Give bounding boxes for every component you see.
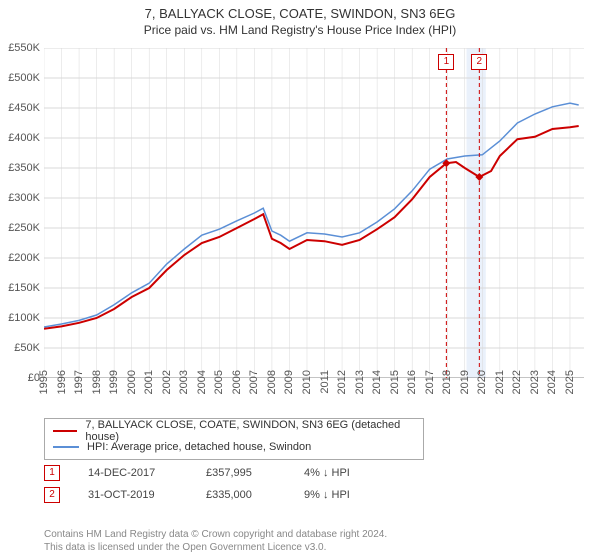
- x-tick-label: 2006: [231, 370, 243, 394]
- legend: 7, BALLYACK CLOSE, COATE, SWINDON, SN3 6…: [44, 418, 424, 460]
- sale-pct: 4% ↓ HPI: [304, 467, 394, 479]
- sale-badge: 2: [44, 487, 60, 503]
- y-tick-label: £550K: [0, 42, 40, 54]
- chart-titles: 7, BALLYACK CLOSE, COATE, SWINDON, SN3 6…: [0, 0, 600, 37]
- x-tick-label: 1998: [91, 370, 103, 394]
- y-tick-label: £200K: [0, 252, 40, 264]
- chart-svg: [44, 48, 584, 378]
- x-tick-label: 2020: [476, 370, 488, 394]
- x-tick-label: 1997: [73, 370, 85, 394]
- chart-marker-badge: 1: [438, 54, 454, 70]
- x-tick-label: 2011: [319, 370, 331, 394]
- sale-date: 14-DEC-2017: [88, 467, 178, 479]
- sale-date: 31-OCT-2019: [88, 489, 178, 501]
- x-tick-label: 2008: [266, 370, 278, 394]
- x-tick-label: 2023: [529, 370, 541, 394]
- x-tick-label: 1996: [56, 370, 68, 394]
- x-tick-label: 1995: [38, 370, 50, 394]
- sale-price: £357,995: [206, 467, 276, 479]
- y-tick-label: £450K: [0, 102, 40, 114]
- y-tick-label: £300K: [0, 192, 40, 204]
- x-tick-label: 2014: [371, 370, 383, 394]
- x-tick-label: 2000: [126, 370, 138, 394]
- sale-pct: 9% ↓ HPI: [304, 489, 394, 501]
- x-tick-label: 2022: [511, 370, 523, 394]
- y-tick-label: £50K: [0, 342, 40, 354]
- x-tick-label: 2018: [441, 370, 453, 394]
- x-tick-label: 2002: [161, 370, 173, 394]
- x-tick-label: 2016: [406, 370, 418, 394]
- x-tick-label: 2024: [546, 370, 558, 394]
- legend-row: 7, BALLYACK CLOSE, COATE, SWINDON, SN3 6…: [53, 423, 415, 439]
- x-tick-label: 2010: [301, 370, 313, 394]
- title-line1: 7, BALLYACK CLOSE, COATE, SWINDON, SN3 6…: [0, 6, 600, 21]
- sale-row: 1 14-DEC-2017 £357,995 4% ↓ HPI: [44, 462, 394, 484]
- y-tick-label: £350K: [0, 162, 40, 174]
- sale-price: £335,000: [206, 489, 276, 501]
- footer-line: Contains HM Land Registry data © Crown c…: [44, 528, 387, 541]
- sales-table: 1 14-DEC-2017 £357,995 4% ↓ HPI 2 31-OCT…: [44, 462, 394, 506]
- y-tick-label: £150K: [0, 282, 40, 294]
- x-tick-label: 2003: [178, 370, 190, 394]
- x-tick-label: 2013: [354, 370, 366, 394]
- legend-label: 7, BALLYACK CLOSE, COATE, SWINDON, SN3 6…: [85, 419, 415, 443]
- y-tick-label: £250K: [0, 222, 40, 234]
- y-tick-label: £100K: [0, 312, 40, 324]
- footer-line: This data is licensed under the Open Gov…: [44, 541, 387, 554]
- x-tick-label: 2021: [494, 370, 506, 394]
- legend-label: HPI: Average price, detached house, Swin…: [87, 441, 311, 453]
- x-tick-label: 2015: [389, 370, 401, 394]
- y-tick-label: £500K: [0, 72, 40, 84]
- x-tick-label: 2004: [196, 370, 208, 394]
- x-tick-label: 2007: [248, 370, 260, 394]
- y-tick-label: £400K: [0, 132, 40, 144]
- x-tick-label: 2012: [336, 370, 348, 394]
- legend-swatch: [53, 446, 79, 448]
- sale-row: 2 31-OCT-2019 £335,000 9% ↓ HPI: [44, 484, 394, 506]
- x-tick-label: 2017: [424, 370, 436, 394]
- chart-area: £0£50K£100K£150K£200K£250K£300K£350K£400…: [44, 48, 584, 378]
- sale-badge: 1: [44, 465, 60, 481]
- x-tick-label: 2009: [283, 370, 295, 394]
- title-line2: Price paid vs. HM Land Registry's House …: [0, 23, 600, 37]
- x-tick-label: 2025: [564, 370, 576, 394]
- x-tick-label: 2005: [213, 370, 225, 394]
- x-tick-label: 2001: [143, 370, 155, 394]
- y-tick-label: £0: [0, 372, 40, 384]
- chart-marker-badge: 2: [471, 54, 487, 70]
- x-tick-label: 2019: [459, 370, 471, 394]
- footer: Contains HM Land Registry data © Crown c…: [44, 528, 387, 554]
- x-tick-label: 1999: [108, 370, 120, 394]
- legend-swatch: [53, 430, 77, 432]
